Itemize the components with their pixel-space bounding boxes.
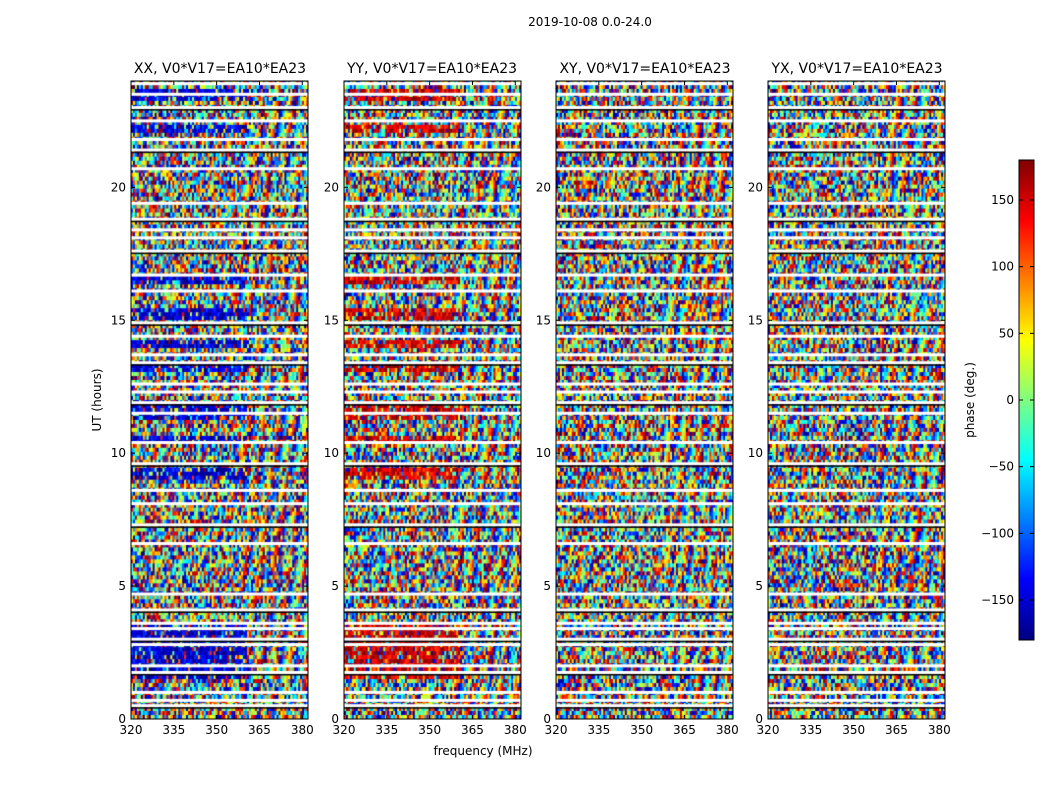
- y-tick-label: 20: [748, 180, 763, 194]
- x-tick-label: 320: [757, 723, 780, 737]
- colorbar-gradient: [1019, 160, 1034, 640]
- x-tick-label: 380: [291, 723, 314, 737]
- y-tick-label: 10: [748, 446, 763, 460]
- panel-title-yx: YX, V0*V17=EA10*EA23: [770, 61, 942, 77]
- y-tick-label: 0: [331, 712, 339, 726]
- y-tick-label: 20: [111, 180, 126, 194]
- y-tick-label: 10: [324, 446, 339, 460]
- y-tick-label: 20: [536, 180, 551, 194]
- x-tick-label: 350: [842, 723, 865, 737]
- heatmap-image: [131, 81, 308, 719]
- colorbar-tick-label: 0: [1006, 393, 1014, 407]
- y-tick-label: 10: [111, 446, 126, 460]
- x-tick-label: 335: [375, 723, 398, 737]
- panel-frame: [343, 80, 522, 720]
- panel-yy: YY, V0*V17=EA10*EA23 320 335 350 365 380 0 5 10…: [324, 61, 527, 737]
- y-tick-label: 5: [118, 579, 126, 593]
- x-tick-label: 320: [545, 723, 568, 737]
- colorbar-tick-label: 100: [991, 260, 1014, 274]
- y-tick-label: 0: [118, 712, 126, 726]
- x-tick-label: 320: [333, 723, 356, 737]
- y-tick-label: 0: [755, 712, 763, 726]
- y-tick-label: 5: [331, 579, 339, 593]
- panel-xy: XY, V0*V17=EA10*EA23 320 335 350 365 380 0 5 10…: [536, 61, 739, 737]
- heatmap-image: [344, 81, 521, 719]
- colorbar-tick-label: 50: [999, 326, 1014, 340]
- panel-title-xy: XY, V0*V17=EA10*EA23: [559, 61, 730, 77]
- y-tick-label: 10: [536, 446, 551, 460]
- y-tick-label: 15: [748, 313, 763, 327]
- panel-title-yy: YY, V0*V17=EA10*EA23: [346, 61, 517, 77]
- x-axis-label: frequency (MHz): [433, 744, 532, 758]
- y-tick-label: 20: [324, 180, 339, 194]
- x-tick-label: 335: [587, 723, 610, 737]
- x-tick-label: 380: [716, 723, 739, 737]
- y-tick-label: 15: [111, 313, 126, 327]
- panel-frame: [767, 80, 946, 720]
- colorbar-tick-label: −150: [981, 593, 1014, 607]
- x-tick-label: 365: [673, 723, 696, 737]
- x-tick-label: 365: [461, 723, 484, 737]
- colorbar-tick-label: 150: [991, 193, 1014, 207]
- y-tick-label: 5: [755, 579, 763, 593]
- x-tick-label: 320: [120, 723, 143, 737]
- colorbar-tick-label: −100: [981, 526, 1014, 540]
- panel-frame: [555, 80, 734, 720]
- panel-yx: YX, V0*V17=EA10*EA23 320 335 350 365 380 0 5 10…: [748, 61, 951, 737]
- heatmap-image: [556, 81, 733, 719]
- panel-title-xx: XX, V0*V17=EA10*EA23: [134, 61, 306, 77]
- x-tick-label: 365: [885, 723, 908, 737]
- y-tick-label: 15: [536, 313, 551, 327]
- colorbar-tick-label: −50: [989, 460, 1014, 474]
- x-tick-label: 380: [928, 723, 951, 737]
- x-tick-label: 350: [205, 723, 228, 737]
- y-tick-label: 5: [543, 579, 551, 593]
- chart-suptitle: 2019-10-08 0.0-24.0: [528, 15, 652, 29]
- x-tick-label: 350: [418, 723, 441, 737]
- y-axis-label: UT (hours): [90, 368, 104, 431]
- panel-xx: XX, V0*V17=EA10*EA23 320 335 350 365 380 0 5 10…: [111, 61, 314, 737]
- x-tick-label: 335: [799, 723, 822, 737]
- heatmap-image: [768, 81, 945, 719]
- x-tick-label: 350: [630, 723, 653, 737]
- x-tick-label: 380: [504, 723, 527, 737]
- x-tick-label: 335: [162, 723, 185, 737]
- y-tick-label: 15: [324, 313, 339, 327]
- panel-frame: [130, 80, 309, 720]
- x-tick-label: 365: [248, 723, 271, 737]
- y-tick-label: 0: [543, 712, 551, 726]
- colorbar-label: phase (deg.): [963, 362, 977, 438]
- colorbar: −150 −100 −50 0 50 100 150: [981, 159, 1035, 641]
